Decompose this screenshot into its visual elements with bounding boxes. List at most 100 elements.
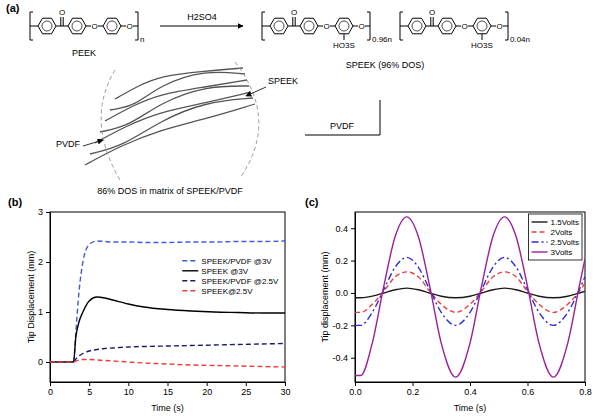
caption: 86% DOS in matrix of SPEEK/PVDF — [97, 186, 243, 196]
bracket — [505, 12, 508, 40]
tick-label: 0.0 — [335, 288, 348, 298]
polymer-chain — [90, 98, 253, 154]
tick-mark — [585, 382, 586, 386]
legend-label: SPEEK@2.5V — [201, 287, 253, 296]
plot-area — [355, 217, 585, 377]
polymer-chain — [105, 80, 247, 121]
y-axis-title: Tip Displacement (mm) — [26, 251, 36, 344]
data-line — [50, 297, 285, 362]
tick-label: -0.4 — [332, 353, 348, 363]
panel-letter: (c) — [305, 196, 319, 208]
data-line — [50, 241, 285, 362]
pointer-arrow — [83, 140, 103, 146]
bond — [62, 26, 68, 27]
y-axis-line — [50, 213, 51, 383]
legend-item: SPEEK @3V — [182, 267, 248, 276]
tick: 5 — [87, 382, 92, 397]
legend-swatch — [182, 280, 198, 281]
legend: SPEEK/PVDF @3VSPEEK @3VSPEEK/PVDF @2.5VS… — [179, 253, 282, 299]
tick: -0.4 — [332, 353, 355, 363]
tick: 2 — [38, 257, 50, 267]
reaction-arrow — [160, 26, 243, 27]
tick-label: 10 — [124, 387, 134, 397]
tick-mark — [528, 382, 529, 386]
legend-label: SPEEK/PVDF @2.5V — [201, 277, 279, 286]
subscript: 0.96n — [372, 35, 392, 44]
tick-label: 0.8 — [579, 387, 592, 397]
bond — [353, 26, 358, 27]
pointer-arrow — [246, 87, 266, 96]
chart-panel: 0.00.20.40.60.8-0.4-0.20.00.20.4Time (s)… — [305, 196, 592, 413]
bond — [294, 26, 300, 27]
data-line — [355, 217, 585, 377]
tick: 30 — [280, 382, 290, 397]
bond — [292, 17, 293, 26]
figure: (a)OOOnPEEKH2SO4OOHO3SO0.96nOOHO3SO0.04n… — [0, 0, 601, 420]
bond — [63, 17, 64, 26]
legend-item: 2Volts — [532, 228, 573, 237]
atom-label: O — [323, 22, 329, 31]
x-axis-title: Time (s) — [151, 403, 184, 413]
bond — [295, 17, 296, 26]
legend-item: 2.5Volts — [532, 238, 579, 247]
legend-swatch — [532, 251, 548, 252]
benzene-ring — [103, 18, 121, 34]
substituent-label: HO3S — [471, 41, 493, 50]
tick-label: 15 — [163, 387, 173, 397]
bracket — [367, 12, 370, 40]
legend-label: SPEEK @3V — [201, 267, 248, 276]
legend: 1.5Volts2Volts2.5Volts3Volts — [529, 214, 582, 260]
tick: 0.0 — [349, 382, 362, 397]
tick-mark — [351, 228, 355, 229]
data-line — [355, 288, 585, 298]
aromatic-circle — [72, 21, 82, 31]
tick: 0 — [38, 357, 50, 367]
tick-mark — [285, 382, 286, 386]
polymer-chain — [100, 86, 249, 132]
atom-label: O — [496, 22, 502, 31]
tick-label: 5 — [87, 387, 92, 397]
bracket — [135, 12, 138, 40]
tick-label: -0.2 — [332, 321, 348, 331]
atom-label: O — [291, 8, 297, 17]
x-axis: 0.0 0.2 0.4 0.6 0.8 — [349, 382, 592, 397]
legend-item: SPEEK/PVDF @2.5V — [182, 277, 279, 286]
tick-label: 0.6 — [522, 387, 535, 397]
tick-label: 1 — [38, 307, 43, 317]
tick-label: 0 — [48, 387, 53, 397]
aromatic-circle — [442, 21, 452, 31]
bond — [430, 17, 431, 26]
tick-label: 20 — [202, 387, 212, 397]
bond — [262, 26, 270, 27]
atom-label: O — [358, 22, 364, 31]
bond — [330, 26, 335, 27]
diagram-panel: (a)OOOnPEEKH2SO4OOHO3SO0.96nOOHO3SO0.04n… — [6, 2, 530, 196]
legend-swatch — [182, 290, 198, 291]
tick: 1 — [38, 307, 50, 317]
tick-label: 0.2 — [407, 387, 420, 397]
tick-label: 0.4 — [464, 387, 477, 397]
bond — [365, 26, 370, 27]
benzene-ring — [68, 18, 86, 34]
panel-letter: (a) — [6, 2, 20, 14]
tick: 0.0 — [335, 288, 355, 298]
bond — [482, 34, 483, 40]
legend-swatch — [532, 241, 548, 242]
chart-panel: 0 5 10 15 20 25 30 0 1 2 3 Time (s) Tip Displacement… — [8, 196, 291, 413]
atom-label: O — [429, 8, 435, 17]
key-line — [380, 100, 381, 135]
aromatic-circle — [274, 21, 284, 31]
benzene-ring — [438, 18, 456, 34]
benzene-ring — [38, 18, 56, 34]
tick-mark — [351, 293, 355, 294]
legend-item: 1.5Volts — [532, 218, 579, 227]
tick-label: 0.2 — [335, 256, 348, 266]
legend-swatch — [182, 260, 198, 261]
bond — [133, 26, 138, 27]
tick-label: 25 — [241, 387, 251, 397]
data-line — [355, 257, 585, 325]
tick-label: 3 — [38, 207, 43, 217]
subscript: n — [140, 35, 144, 44]
atom-label: O — [91, 22, 97, 31]
phase-boundary — [235, 62, 259, 178]
